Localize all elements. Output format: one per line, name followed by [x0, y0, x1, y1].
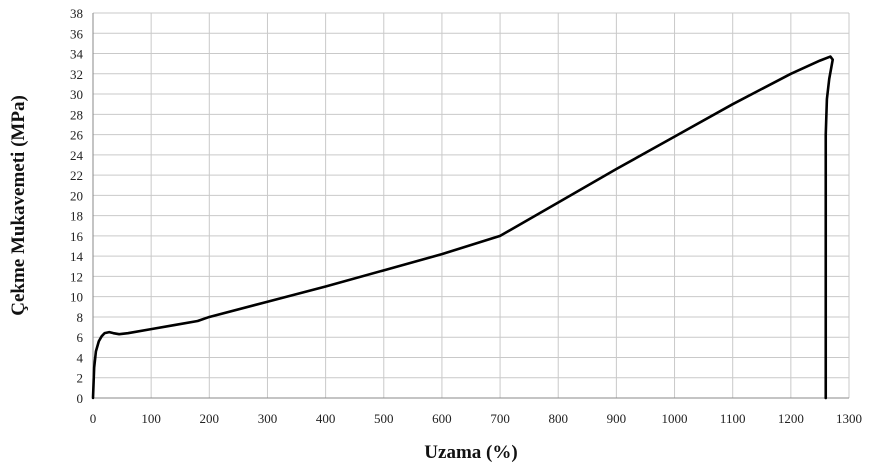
- y-tick-label: 36: [70, 26, 84, 41]
- x-tick-label: 400: [316, 411, 336, 426]
- y-tick-label: 20: [70, 188, 83, 203]
- x-tick-label: 100: [141, 411, 161, 426]
- y-tick-label: 22: [70, 168, 83, 183]
- x-tick-label: 600: [432, 411, 452, 426]
- grid: [92, 12, 850, 399]
- axes: [92, 13, 849, 399]
- y-tick-label: 30: [70, 87, 83, 102]
- y-tick-label: 0: [77, 391, 84, 406]
- y-tick-label: 18: [70, 209, 83, 224]
- x-axis-title: Uzama (%): [424, 442, 517, 463]
- y-tick-label: 26: [70, 128, 84, 143]
- y-tick-label: 4: [77, 350, 84, 365]
- y-axis-title: Çekme Mukavemeti (MPa): [8, 95, 29, 316]
- y-tick-label: 8: [77, 310, 84, 325]
- y-tick-label: 6: [77, 330, 84, 345]
- x-tick-label: 0: [90, 411, 97, 426]
- series-line: [91, 55, 835, 400]
- y-tick-label: 10: [70, 290, 83, 305]
- x-tick-label: 1300: [836, 411, 862, 426]
- x-tick-label: 200: [200, 411, 220, 426]
- y-tick-label: 2: [77, 371, 84, 386]
- x-tick-labels: 0 100 200 300 400 500 600 700 800 900 1000 1100 1200…: [90, 411, 862, 426]
- x-tick-label: 900: [607, 411, 627, 426]
- x-tick-label: 1000: [662, 411, 688, 426]
- x-tick-label: 700: [490, 411, 510, 426]
- x-tick-label: 1100: [720, 411, 746, 426]
- y-tick-label: 24: [70, 148, 84, 163]
- x-tick-label: 500: [374, 411, 394, 426]
- y-tick-label: 28: [70, 107, 83, 122]
- series-group: [91, 55, 835, 400]
- y-tick-label: 32: [70, 67, 83, 82]
- y-tick-label: 12: [70, 269, 83, 284]
- y-tick-label: 38: [70, 6, 83, 21]
- y-tick-label: 14: [70, 249, 84, 264]
- x-tick-label: 1200: [778, 411, 804, 426]
- y-tick-label: 16: [70, 229, 84, 244]
- x-tick-label: 300: [258, 411, 278, 426]
- x-tick-label: 800: [548, 411, 568, 426]
- y-tick-label: 34: [70, 47, 84, 62]
